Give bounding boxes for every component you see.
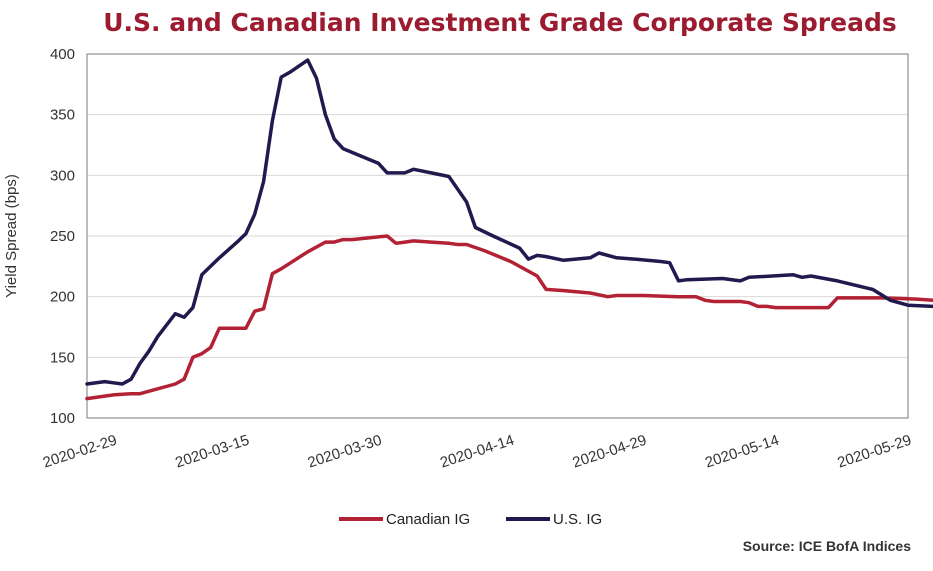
grid-lines [87,114,908,358]
y-tick-label: 100 [50,410,75,427]
series-line-canadian-ig [85,234,933,401]
x-tick-label: 2020-03-15 [173,432,251,472]
x-tick-label: 2020-05-29 [835,432,913,472]
x-tick-label: 2020-05-14 [703,432,781,472]
y-tick-label: 300 [50,167,75,184]
x-tick-label: 2020-04-14 [438,432,516,472]
plot-frame [86,53,909,419]
legend: Canadian IG U.S. IG [339,511,602,528]
x-axis: 2020-02-29 2020-03-15 2020-03-30 2020-04-14… [41,432,914,472]
y-tick-label: 200 [50,289,75,306]
legend-label: U.S. IG [553,511,602,528]
y-tick-label: 400 [50,46,75,63]
x-tick-label: 2020-04-29 [571,432,649,472]
y-tick-label: 350 [50,107,75,124]
source-note: Source: ICE BofA Indices [742,538,911,554]
x-tick-label: 2020-02-29 [41,432,119,472]
series-line-us-ig [85,58,933,386]
y-tick-label: 250 [50,228,75,245]
chart-title: U.S. and Canadian Investment Grade Corpo… [103,8,897,37]
y-tick-label: 150 [50,349,75,366]
y-axis: 100 150 200 250 300 350 400 [50,46,75,427]
series-lines [85,58,933,401]
legend-label: Canadian IG [386,511,470,528]
x-tick-label: 2020-03-30 [306,432,384,472]
y-axis-label: Yield Spread (bps) [3,174,20,298]
